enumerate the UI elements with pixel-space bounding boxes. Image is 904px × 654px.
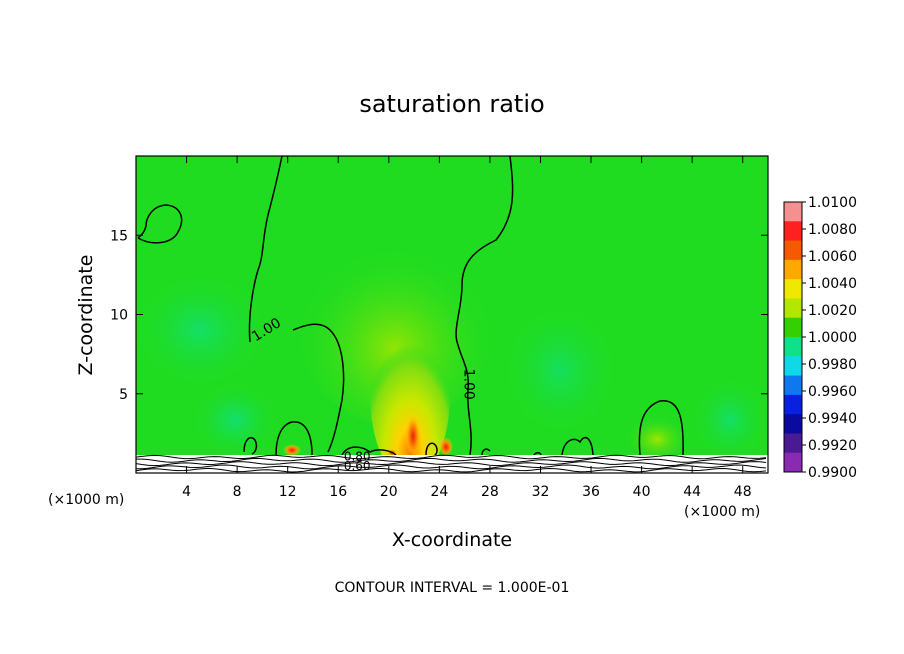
- colorbar-label-6: 0.9980: [808, 357, 857, 373]
- x-tick-label-36: 36: [582, 484, 600, 500]
- colorbar-swatch-4: [784, 279, 802, 299]
- colorbar-label-3: 1.0040: [808, 276, 857, 292]
- teal-zone-far-right: [690, 375, 768, 465]
- contour-loop-35: [561, 436, 594, 456]
- ground-line-4: [136, 467, 767, 473]
- ground-line-3: [136, 464, 767, 470]
- hotspot-12: [283, 443, 301, 455]
- contour-loop-29: [481, 448, 491, 456]
- colorbar-swatch-0: [784, 202, 802, 222]
- colorbar-label-8: 0.9940: [808, 411, 857, 427]
- x-tick-label-16: 16: [329, 484, 347, 500]
- colorbar-swatch-2: [784, 240, 802, 261]
- colorbar-label-1: 1.0080: [808, 222, 857, 238]
- contour-label-1: 1.00: [461, 369, 477, 400]
- colorbar-label-4: 1.0020: [808, 303, 857, 319]
- colorbar-swatch-6: [784, 317, 802, 338]
- teal-zone-left: [136, 270, 270, 390]
- contour-loop-9: [243, 436, 258, 455]
- ground-line-0: [136, 454, 767, 460]
- contour-loop-32: [533, 452, 542, 456]
- x-axis: 4 8 12 16 20 24 28 32 36 40 44 48: [182, 156, 752, 500]
- contour-label-2: 0.80: [344, 449, 371, 463]
- x-unit-left: (×1000 m): [48, 492, 124, 508]
- teal-zone-left-low: [190, 380, 280, 460]
- colorbar-label-0: 1.0100: [808, 195, 857, 211]
- hotspot-24: [439, 435, 453, 455]
- colorbar-swatch-12: [784, 433, 802, 454]
- colorbar-swatch-9: [784, 375, 802, 396]
- teal-zone-right: [500, 300, 620, 440]
- colorbar-swatch-11: [784, 414, 802, 434]
- x-tick-label-12: 12: [279, 484, 297, 500]
- contour-topleft-loop: [137, 204, 183, 244]
- colorbar-swatch-3: [784, 259, 802, 280]
- x-tick-label-24: 24: [430, 484, 448, 500]
- glow-zone-right: [627, 413, 687, 457]
- chart-title: saturation ratio: [359, 90, 544, 118]
- x-axis-label: X-coordinate: [392, 529, 512, 551]
- colorbar-label-2: 1.0060: [808, 249, 857, 265]
- hotspot-22: [405, 410, 421, 454]
- y-axis-label: Z-coordinate: [75, 255, 97, 376]
- x-unit-right: (×1000 m): [684, 504, 760, 520]
- colorbar-swatch-5: [784, 298, 802, 319]
- ground-contour-lines: [136, 454, 767, 473]
- colorbar-label-7: 0.9960: [808, 384, 857, 400]
- contour-interval-note: CONTOUR INTERVAL = 1.000E-01: [335, 580, 570, 596]
- colorbar-label-9: 0.9920: [808, 438, 857, 454]
- y-tick-label-10: 10: [110, 308, 128, 324]
- x-tick-label-32: 32: [532, 484, 550, 500]
- x-tick-label-40: 40: [633, 484, 651, 500]
- contour-loop-41: [638, 400, 684, 456]
- contour-lines: [137, 156, 684, 457]
- contour-loop-19: [341, 446, 397, 456]
- plume-zone: [370, 310, 450, 473]
- x-tick-label-20: 20: [380, 484, 398, 500]
- ground-line-2: [136, 461, 767, 467]
- colorbar: [783, 201, 803, 473]
- colorbar-swatch-8: [784, 356, 802, 377]
- colorbar-swatch-13: [784, 452, 802, 473]
- y-axis: 5 10 15: [110, 228, 768, 403]
- colorbar-swatch-10: [784, 394, 802, 415]
- ground-line-1: [136, 457, 767, 463]
- y-tick-label-5: 5: [119, 387, 128, 403]
- contour-label-3: 0.60: [344, 459, 371, 473]
- x-tick-label-4: 4: [182, 484, 191, 500]
- x-tick-label-48: 48: [734, 484, 752, 500]
- y-tick-label-15: 15: [110, 228, 128, 244]
- contour-left-branch: [248, 156, 345, 453]
- contour-loop-12: [275, 421, 313, 456]
- colorbar-label-5: 1.0000: [808, 330, 857, 346]
- x-tick-label-44: 44: [683, 484, 701, 500]
- colorbar-labels: 1.0100 1.0080 1.0060 1.0040 1.0020 1.0000 0.99…: [802, 195, 857, 481]
- plot-area: [136, 156, 768, 473]
- x-tick-label-28: 28: [481, 484, 499, 500]
- x-tick-label-8: 8: [233, 484, 242, 500]
- contour-right-branch: [455, 156, 514, 456]
- colorbar-swatch-1: [784, 221, 802, 242]
- colorbar-label-10: 0.9900: [808, 465, 857, 481]
- colorbar-swatch-7: [784, 337, 802, 357]
- contour-loop-22: [425, 442, 438, 457]
